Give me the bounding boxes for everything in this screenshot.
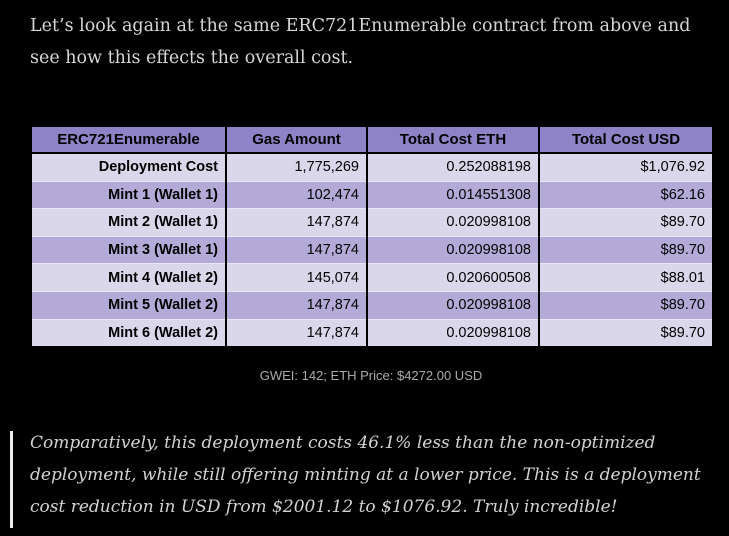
table-row: Mint 4 (Wallet 2) 145,074 0.020600508 $8… [31,263,713,292]
row-label-cell: Mint 3 (Wallet 1) [31,236,226,265]
blockquote: Comparatively, this deployment costs 46.… [30,427,701,523]
cost-eth-cell: 0.014551308 [366,181,539,210]
intro-line: see how this effects the overall cost. [30,48,354,68]
cost-usd-cell: $88.01 [538,263,713,292]
cost-eth-cell: 0.020998108 [366,319,539,348]
gas-amount-cell: 102,474 [225,181,367,210]
table-header-row: ERC721Enumerable Gas Amount Total Cost E… [31,126,713,154]
cost-eth-cell: 0.252088198 [366,153,539,182]
quote-line: Comparatively, this deployment costs 46.… [30,433,656,453]
intro-line: Let’s look again at the same ERC721Enume… [30,16,691,36]
table-row: Mint 2 (Wallet 1) 147,874 0.020998108 $8… [31,208,713,237]
header-cell-total-cost-eth: Total Cost ETH [366,126,539,154]
gas-amount-cell: 147,874 [225,319,367,348]
table-row: Mint 5 (Wallet 2) 147,874 0.020998108 $8… [31,291,713,320]
cost-eth-cell: 0.020998108 [366,208,539,237]
gas-amount-cell: 145,074 [225,263,367,292]
cost-table-container: ERC721Enumerable Gas Amount Total Cost E… [30,125,714,349]
table-row: Mint 1 (Wallet 1) 102,474 0.014551308 $6… [31,181,713,210]
cost-table: ERC721Enumerable Gas Amount Total Cost E… [30,125,714,349]
cost-usd-cell: $62.16 [538,181,713,210]
header-cell-total-cost-usd: Total Cost USD [538,126,713,154]
cost-usd-cell: $1,076.92 [538,153,713,182]
cost-eth-cell: 0.020998108 [366,236,539,265]
table-row: Deployment Cost 1,775,269 0.252088198 $1… [31,153,713,182]
gas-amount-cell: 147,874 [225,236,367,265]
table-row: Mint 3 (Wallet 1) 147,874 0.020998108 $8… [31,236,713,265]
row-label-cell: Mint 4 (Wallet 2) [31,263,226,292]
header-cell-contract: ERC721Enumerable [31,126,226,154]
cost-usd-cell: $89.70 [538,319,713,348]
header-cell-gas-amount: Gas Amount [225,126,367,154]
table-row: Mint 6 (Wallet 2) 147,874 0.020998108 $8… [31,319,713,348]
row-label-cell: Mint 2 (Wallet 1) [31,208,226,237]
cost-usd-cell: $89.70 [538,291,713,320]
cost-usd-cell: $89.70 [538,208,713,237]
cost-eth-cell: 0.020600508 [366,263,539,292]
row-label-cell: Mint 1 (Wallet 1) [31,181,226,210]
cost-usd-cell: $89.70 [538,236,713,265]
cost-eth-cell: 0.020998108 [366,291,539,320]
gas-amount-cell: 147,874 [225,208,367,237]
table-caption: GWEI: 142; ETH Price: $4272.00 USD [259,368,483,383]
intro-paragraph: Let’s look again at the same ERC721Enume… [30,10,690,74]
row-label-cell: Deployment Cost [31,153,226,182]
row-label-cell: Mint 5 (Wallet 2) [31,291,226,320]
quote-line: deployment, while still offering minting… [30,465,701,485]
row-label-cell: Mint 6 (Wallet 2) [31,319,226,348]
quote-line: cost reduction in USD from $2001.12 to $… [30,497,618,517]
gas-amount-cell: 147,874 [225,291,367,320]
blockquote-bar [10,431,13,528]
gas-amount-cell: 1,775,269 [225,153,367,182]
